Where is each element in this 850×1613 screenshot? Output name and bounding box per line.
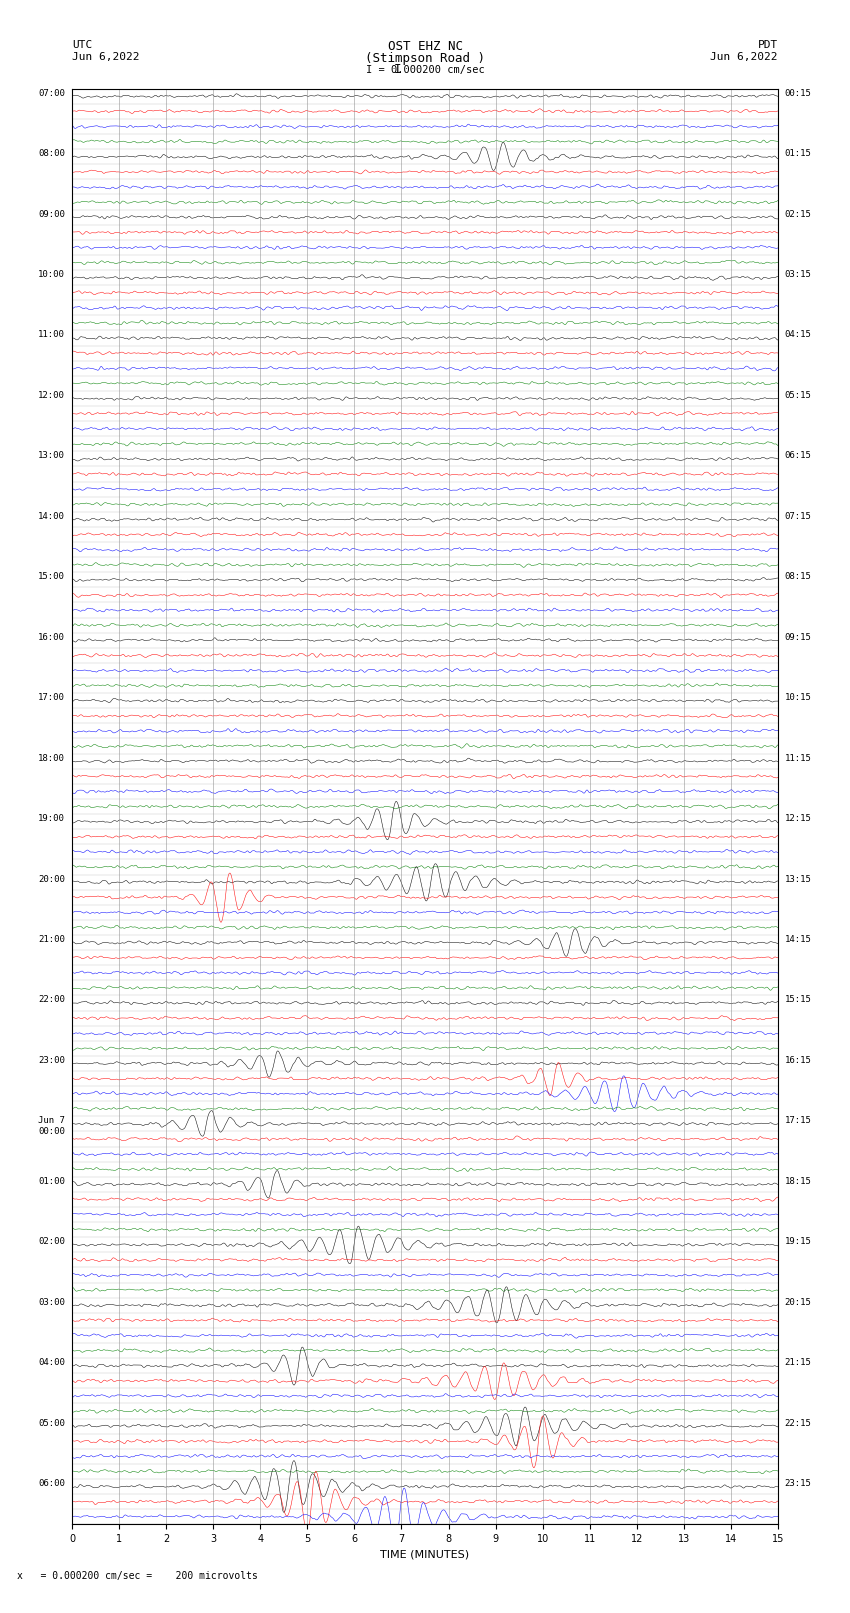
Text: 12:00: 12:00 [38, 390, 65, 400]
Text: 17:00: 17:00 [38, 694, 65, 702]
Text: 21:00: 21:00 [38, 936, 65, 944]
Text: 20:15: 20:15 [785, 1297, 812, 1307]
Text: 06:00: 06:00 [38, 1479, 65, 1487]
Text: 23:15: 23:15 [785, 1479, 812, 1487]
Text: 17:15: 17:15 [785, 1116, 812, 1126]
Text: 08:15: 08:15 [785, 573, 812, 581]
Text: Jun 7
00:00: Jun 7 00:00 [38, 1116, 65, 1136]
Text: 15:00: 15:00 [38, 573, 65, 581]
Text: 18:15: 18:15 [785, 1177, 812, 1186]
Text: 16:00: 16:00 [38, 632, 65, 642]
Text: 09:00: 09:00 [38, 210, 65, 219]
Text: 22:00: 22:00 [38, 995, 65, 1005]
Text: 23:00: 23:00 [38, 1057, 65, 1065]
Text: 16:15: 16:15 [785, 1057, 812, 1065]
Text: I: I [394, 63, 401, 76]
Text: 01:15: 01:15 [785, 148, 812, 158]
Text: 20:00: 20:00 [38, 874, 65, 884]
Text: 11:15: 11:15 [785, 753, 812, 763]
X-axis label: TIME (MINUTES): TIME (MINUTES) [381, 1550, 469, 1560]
Text: 15:15: 15:15 [785, 995, 812, 1005]
Text: I = 0.000200 cm/sec: I = 0.000200 cm/sec [366, 65, 484, 74]
Text: UTC: UTC [72, 40, 93, 50]
Text: 05:15: 05:15 [785, 390, 812, 400]
Text: 12:15: 12:15 [785, 815, 812, 823]
Text: 14:00: 14:00 [38, 511, 65, 521]
Text: Jun 6,2022: Jun 6,2022 [711, 52, 778, 61]
Text: Jun 6,2022: Jun 6,2022 [72, 52, 139, 61]
Text: 07:00: 07:00 [38, 89, 65, 98]
Text: 11:00: 11:00 [38, 331, 65, 339]
Text: 21:15: 21:15 [785, 1358, 812, 1368]
Text: PDT: PDT [757, 40, 778, 50]
Text: 04:15: 04:15 [785, 331, 812, 339]
Text: 03:15: 03:15 [785, 269, 812, 279]
Text: OST EHZ NC: OST EHZ NC [388, 40, 462, 53]
Text: 02:00: 02:00 [38, 1237, 65, 1247]
Text: 18:00: 18:00 [38, 753, 65, 763]
Text: 06:15: 06:15 [785, 452, 812, 460]
Text: 10:00: 10:00 [38, 269, 65, 279]
Text: 13:15: 13:15 [785, 874, 812, 884]
Text: 14:15: 14:15 [785, 936, 812, 944]
Text: 03:00: 03:00 [38, 1297, 65, 1307]
Text: 22:15: 22:15 [785, 1418, 812, 1428]
Text: 19:15: 19:15 [785, 1237, 812, 1247]
Text: x   = 0.000200 cm/sec =    200 microvolts: x = 0.000200 cm/sec = 200 microvolts [17, 1571, 258, 1581]
Text: 07:15: 07:15 [785, 511, 812, 521]
Text: 19:00: 19:00 [38, 815, 65, 823]
Text: 10:15: 10:15 [785, 694, 812, 702]
Text: 00:15: 00:15 [785, 89, 812, 98]
Text: 01:00: 01:00 [38, 1177, 65, 1186]
Text: 08:00: 08:00 [38, 148, 65, 158]
Text: (Stimpson Road ): (Stimpson Road ) [365, 52, 485, 65]
Text: 04:00: 04:00 [38, 1358, 65, 1368]
Text: 05:00: 05:00 [38, 1418, 65, 1428]
Text: 13:00: 13:00 [38, 452, 65, 460]
Text: 09:15: 09:15 [785, 632, 812, 642]
Text: 02:15: 02:15 [785, 210, 812, 219]
